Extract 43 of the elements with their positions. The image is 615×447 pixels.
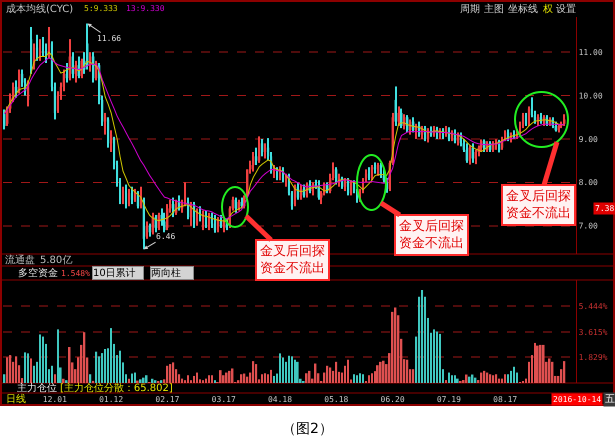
x-tick-label: 06.20 — [380, 395, 405, 404]
annotation: 6.46 — [156, 232, 176, 241]
text: 周期 — [460, 3, 480, 15]
text: 流通盘 — [5, 254, 35, 266]
text: 主图 — [484, 3, 504, 15]
text: 两向柱 — [151, 267, 181, 279]
x-tick-label: 01.12 — [99, 395, 124, 404]
chart-title: 成本均线(CYC) — [6, 3, 74, 15]
y-tick-label: 10.00 — [578, 91, 603, 100]
text: 权 — [542, 3, 553, 15]
annotation: 11.66 — [97, 34, 122, 43]
text: （图2） — [282, 421, 333, 437]
x-tick-label: 12.01 — [42, 395, 68, 404]
y-tick-label: 9.00 — [578, 134, 598, 144]
y-tick-label: 1.829% — [578, 352, 608, 362]
x-tick-label: 03.17 — [212, 395, 236, 404]
x-tick-label: 04.18 — [268, 395, 292, 404]
x-tick-label: 02.17 — [155, 395, 180, 404]
text: 5.80亿 — [40, 255, 72, 266]
y-tick-label: 7.00 — [578, 222, 598, 231]
text: 2016-10-14 — [553, 395, 602, 404]
text: 坐标线 — [508, 3, 538, 15]
text: 5:9.333 — [84, 4, 118, 13]
y-tick-label: 11.00 — [578, 48, 603, 57]
text: 五 — [605, 394, 615, 405]
text: [主力仓位分散：65.802] — [60, 382, 173, 394]
text: 主力仓位 — [17, 382, 57, 394]
annotation: 金叉后回探资金不流出 — [506, 189, 571, 221]
y-tick-label: 5.444% — [578, 302, 608, 311]
text: 13:9.330 — [126, 4, 165, 13]
x-tick-label: 07.19 — [436, 395, 462, 404]
text: 10日累计 — [93, 267, 136, 279]
text: 日线 — [6, 393, 26, 405]
text: 设置 — [556, 3, 576, 15]
x-tick-label: 08.17 — [493, 395, 518, 404]
annotation: 金叉后回探资金不流出 — [399, 219, 464, 251]
y-tick-label: 3.615% — [578, 328, 608, 337]
chart-title: 多空资金 — [18, 267, 58, 279]
annotation: 金叉后回探资金不流出 — [260, 244, 325, 276]
x-tick-label: 05.18 — [324, 395, 349, 404]
text: 7.38 — [595, 204, 614, 213]
text: 1.548% — [61, 269, 90, 278]
y-tick-label: 8.00 — [578, 178, 598, 188]
